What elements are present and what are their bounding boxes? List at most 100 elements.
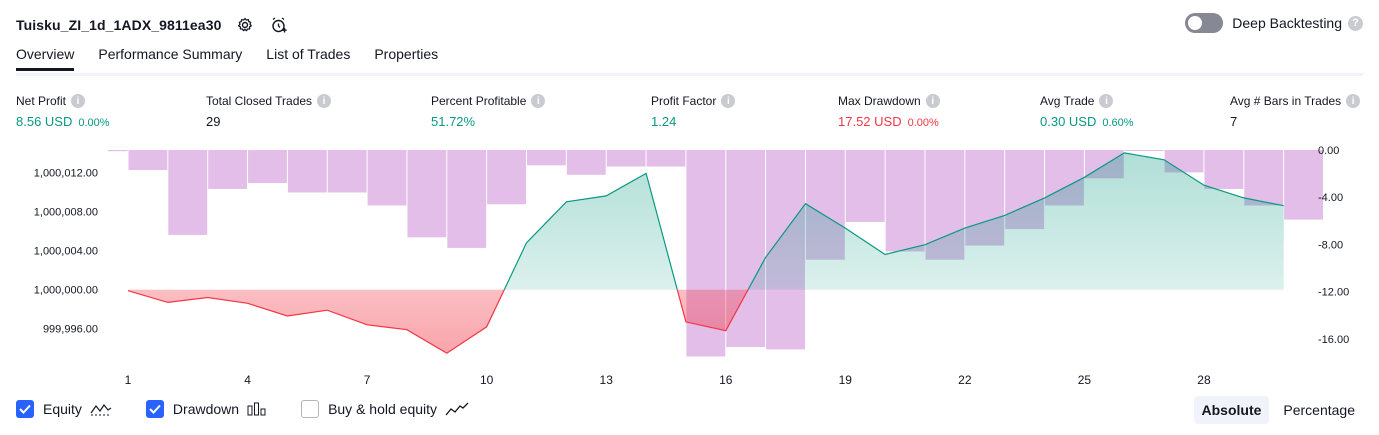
metric-label: Max Drawdown xyxy=(838,94,921,108)
tab-list-of-trades[interactable]: List of Trades xyxy=(266,46,351,62)
metric-label: Total Closed Trades xyxy=(206,94,313,108)
right-axis-tick: -4.00 xyxy=(1318,192,1343,204)
metric-value: 8.56 USD xyxy=(16,114,73,129)
x-axis-tick: 25 xyxy=(1078,373,1092,387)
x-axis-tick: 19 xyxy=(839,373,853,387)
x-axis-tick: 10 xyxy=(480,373,494,387)
drawdown-label: Drawdown xyxy=(172,401,240,417)
drawdown-bar xyxy=(646,150,686,167)
metric-value: 1.24 xyxy=(651,114,677,129)
drawdown-bar xyxy=(208,150,248,189)
x-axis-tick: 4 xyxy=(244,373,251,387)
info-icon[interactable]: i xyxy=(925,94,940,108)
add-alert-icon[interactable] xyxy=(269,15,289,35)
drawdown-bar xyxy=(447,150,487,248)
right-axis-tick: -12.00 xyxy=(1318,287,1349,299)
tab-properties[interactable]: Properties xyxy=(374,46,439,62)
metric-value: 51.72% xyxy=(431,114,476,129)
metric-percent: 0.00% xyxy=(78,117,110,129)
metric-profit-factor: Profit Factor i 1.24 xyxy=(651,94,736,129)
right-axis-tick: -8.00 xyxy=(1318,239,1343,251)
drawdown-bar xyxy=(108,150,128,152)
deep-backtesting-toggle[interactable] xyxy=(1185,13,1224,33)
x-axis-tick: 1 xyxy=(125,373,132,387)
drawdown-bar xyxy=(1284,150,1323,220)
equity-line-profit xyxy=(503,152,1284,290)
legend-drawdown[interactable]: Drawdown xyxy=(145,400,267,418)
metric-label: Percent Profitable xyxy=(431,94,527,108)
strategy-title: Tuisku_ZI_1d_1ADX_9811ea30 xyxy=(16,17,222,33)
legend-equity[interactable]: Equity xyxy=(16,400,112,418)
scale-switch: Absolute Percentage xyxy=(1188,396,1364,424)
drawdown-bar xyxy=(1124,150,1164,151)
buy-hold-checkbox[interactable] xyxy=(301,400,320,418)
chart-legend: Equity Drawdown Buy & hold equity xyxy=(16,400,503,418)
left-axis-tick: 1,000,000.00 xyxy=(34,285,98,297)
help-icon[interactable]: ? xyxy=(1348,15,1363,31)
drawdown-bar xyxy=(168,150,208,235)
left-axis-tick: 1,000,008.00 xyxy=(34,207,98,219)
drawdown-bar xyxy=(1244,150,1284,206)
left-axis-tick: 1,000,012.00 xyxy=(34,167,98,179)
deep-backtesting: Deep Backtesting ? xyxy=(1185,13,1363,33)
metric-avg-bars: Avg # Bars in Trades i 7 xyxy=(1230,94,1361,129)
drawdown-bar xyxy=(566,150,606,175)
drawdown-bar xyxy=(327,150,367,193)
header: Tuisku_ZI_1d_1ADX_9811ea30 xyxy=(16,14,289,36)
x-axis-tick: 13 xyxy=(600,373,614,387)
metric-net-profit: Net Profit i 8.56 USD 0.00% xyxy=(16,94,110,129)
equity-area-loss xyxy=(128,289,749,354)
metric-value: 17.52 USD xyxy=(838,114,902,129)
absolute-button[interactable]: Absolute xyxy=(1193,396,1270,424)
drawdown-bars-icon xyxy=(247,402,267,416)
tab-divider xyxy=(16,73,1363,76)
tab-bar: Overview Performance Summary List of Tra… xyxy=(16,46,462,71)
equity-area-profit xyxy=(128,152,1284,290)
drawdown-bar xyxy=(845,150,885,222)
metric-label: Avg Trade xyxy=(1040,94,1095,108)
equity-line-loss xyxy=(127,289,749,354)
deep-backtesting-label: Deep Backtesting xyxy=(1232,15,1342,31)
metric-value: 29 xyxy=(206,114,221,129)
metric-total-closed-trades: Total Closed Trades i 29 xyxy=(206,94,332,129)
info-icon[interactable]: i xyxy=(317,94,332,108)
drawdown-bar xyxy=(606,150,646,167)
drawdown-bar xyxy=(367,150,407,206)
metric-label: Profit Factor xyxy=(651,94,717,108)
metric-percent: 0.00% xyxy=(907,117,939,129)
equity-drawdown-chart[interactable]: 1,000,012.00 1,000,008.00 1,000,004.00 1,00… xyxy=(0,140,1379,390)
drawdown-bar xyxy=(248,150,287,184)
x-axis-tick: 28 xyxy=(1197,373,1211,387)
metric-percent: 0.60% xyxy=(1102,117,1134,129)
metric-value: 7 xyxy=(1230,114,1238,129)
tab-performance-summary[interactable]: Performance Summary xyxy=(98,46,243,62)
drawdown-bar xyxy=(885,150,925,252)
metric-max-drawdown: Max Drawdown i 17.52 USD 0.00% xyxy=(838,94,940,129)
info-icon[interactable]: i xyxy=(1099,94,1114,108)
drawdown-bar xyxy=(1204,150,1244,189)
info-icon[interactable]: i xyxy=(1346,94,1361,108)
info-icon[interactable]: i xyxy=(721,94,736,108)
drawdown-bar xyxy=(287,150,327,193)
metric-percent-profitable: Percent Profitable i 51.72% xyxy=(431,94,546,129)
drawdown-checkbox[interactable] xyxy=(145,400,164,418)
metric-label: Net Profit xyxy=(16,94,67,108)
buy-hold-line-icon xyxy=(445,402,469,416)
toggle-knob xyxy=(1188,16,1203,30)
settings-icon[interactable] xyxy=(235,15,255,35)
metric-avg-trade: Avg Trade i 0.30 USD 0.60% xyxy=(1040,94,1134,129)
tab-overview[interactable]: Overview xyxy=(16,46,75,71)
right-axis-tick: 0.00 xyxy=(1318,145,1339,157)
equity-label: Equity xyxy=(43,401,82,417)
info-icon[interactable]: i xyxy=(531,94,546,108)
drawdown-bar xyxy=(128,150,168,171)
metric-value: 0.30 USD xyxy=(1040,114,1097,129)
info-icon[interactable]: i xyxy=(71,94,86,108)
buy-hold-label: Buy & hold equity xyxy=(328,401,438,417)
x-axis-tick: 16 xyxy=(719,373,733,387)
equity-checkbox[interactable] xyxy=(16,400,34,418)
legend-buy-hold[interactable]: Buy & hold equity xyxy=(301,400,469,418)
drawdown-bar xyxy=(407,150,447,238)
percentage-button[interactable]: Percentage xyxy=(1283,402,1355,418)
x-axis-tick: 7 xyxy=(364,373,371,387)
